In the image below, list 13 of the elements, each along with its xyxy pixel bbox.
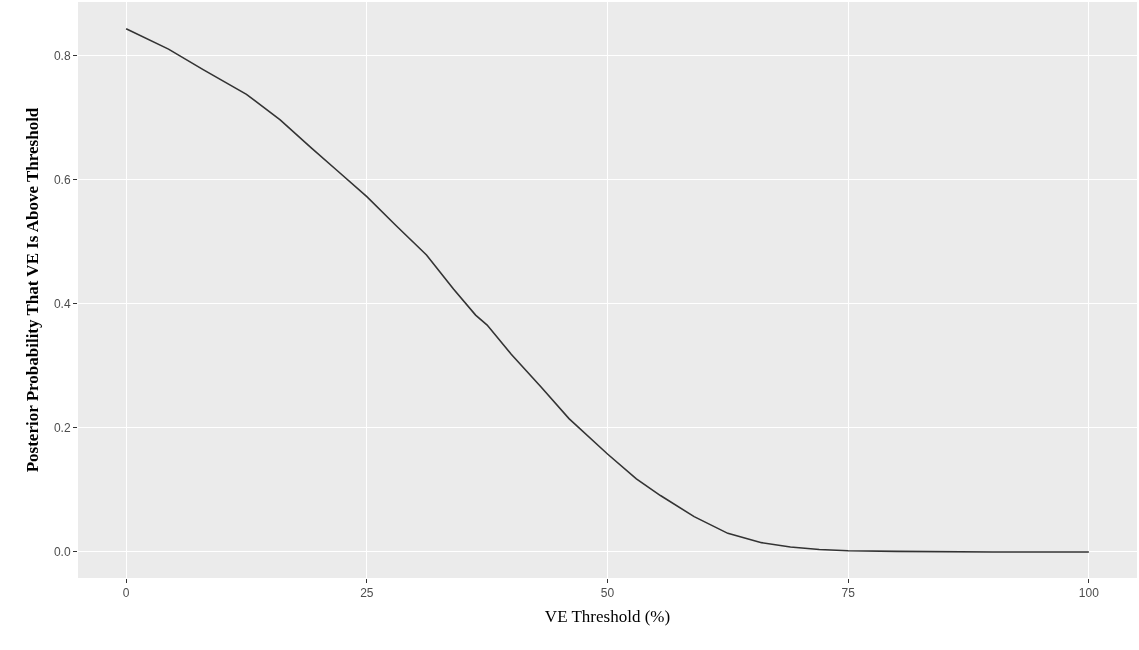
y-tick-label: 0.6 <box>53 173 71 188</box>
x-tick-label: 75 <box>841 586 856 601</box>
y-tick-label: 0.0 <box>53 545 71 560</box>
x-tick-label: 100 <box>1078 586 1100 601</box>
y-axis-title: Posterior Probability That VE Is Above Threshold <box>23 107 43 473</box>
x-tick-label: 0 <box>122 586 130 601</box>
y-tick-label: 0.4 <box>53 297 71 312</box>
line-series <box>125 27 1090 553</box>
x-tick-label: 50 <box>600 586 615 601</box>
x-tick-label: 25 <box>360 586 374 601</box>
y-tick-label: 0.8 <box>53 49 71 64</box>
x-axis-title: VE Threshold (%) <box>544 606 671 626</box>
y-tick-label: 0.2 <box>53 421 71 436</box>
